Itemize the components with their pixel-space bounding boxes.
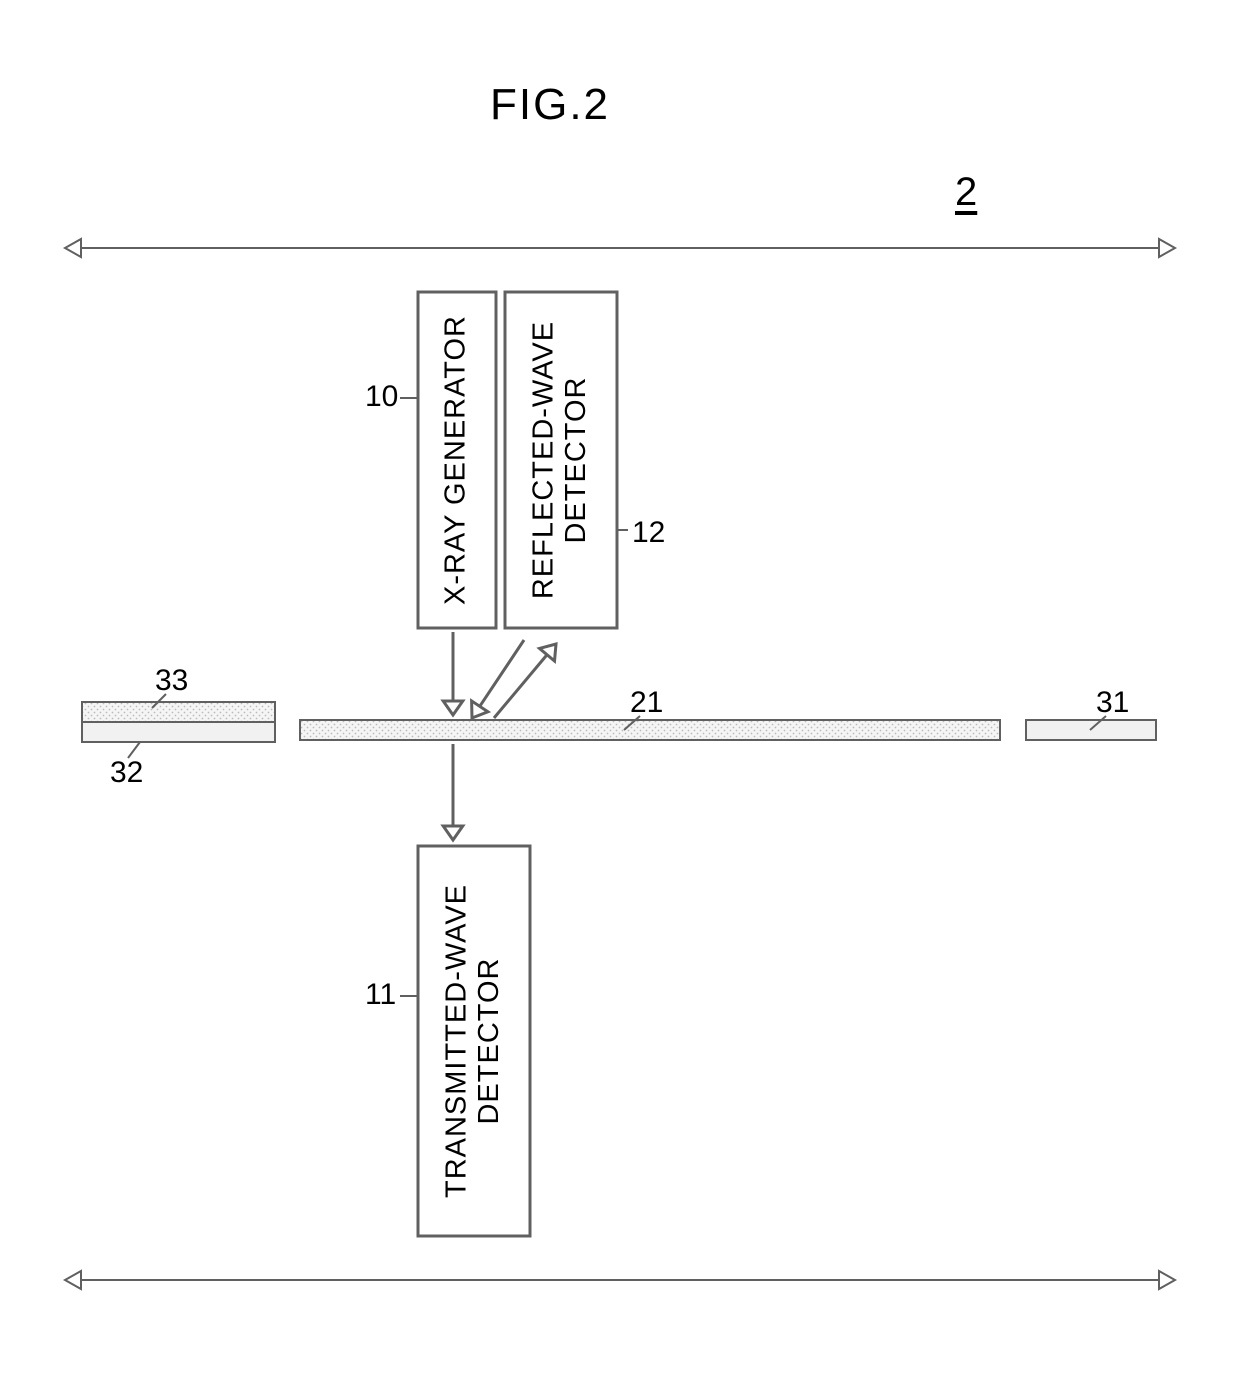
ref-21: 21 (630, 686, 663, 719)
diagram-canvas: X-RAY GENERATORREFLECTED-WAVEDETECTORTRA… (0, 0, 1240, 1374)
arrow-incident-diag (480, 640, 524, 706)
layer-33 (82, 702, 275, 722)
ref-32: 32 (110, 756, 143, 789)
ref-12: 12 (632, 516, 665, 549)
layer-21 (300, 720, 1000, 740)
ref-10: 10 (365, 380, 398, 413)
svg-text:REFLECTED-WAVE: REFLECTED-WAVE (527, 321, 559, 599)
svg-text:X-RAY GENERATOR: X-RAY GENERATOR (440, 315, 472, 605)
arrow-reflected-diag (494, 655, 547, 718)
svg-text:DETECTOR: DETECTOR (560, 377, 592, 544)
svg-text:TRANSMITTED-WAVE: TRANSMITTED-WAVE (440, 884, 472, 1198)
svg-text:DETECTOR: DETECTOR (473, 958, 505, 1125)
ref-33: 33 (155, 664, 188, 697)
ref-31: 31 (1096, 686, 1129, 719)
layer-32 (82, 722, 275, 742)
ref-11: 11 (365, 978, 396, 1011)
